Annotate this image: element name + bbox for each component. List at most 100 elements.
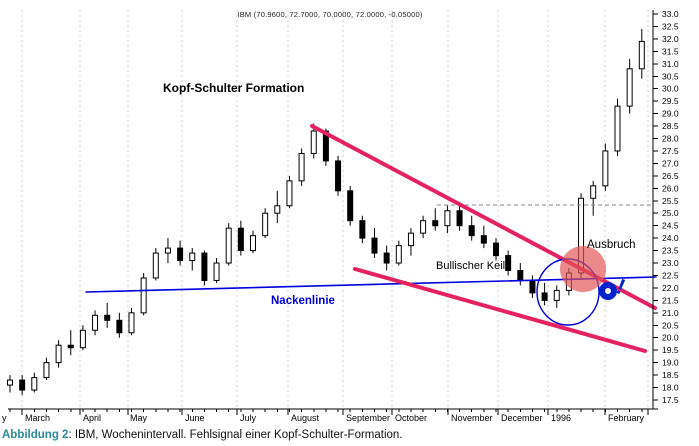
y-axis-label: 31.5 <box>662 46 679 56</box>
x-axis-label: December <box>501 413 543 423</box>
candle-body <box>347 190 354 222</box>
x-axis-label: February <box>608 413 645 423</box>
y-axis-label: 21.0 <box>662 308 679 318</box>
y-axis-label: 32.0 <box>662 34 679 44</box>
x-axis-label: August <box>291 413 320 423</box>
candle-body <box>250 235 256 252</box>
candle-body <box>213 262 220 281</box>
candle-body <box>456 210 463 227</box>
candle-body <box>43 362 50 379</box>
candle-body <box>152 252 159 279</box>
candle-body <box>444 210 451 227</box>
candle-body <box>517 270 524 281</box>
y-axis-label: 19.0 <box>662 358 679 368</box>
figure-caption: Abbildung 2: IBM, Wochenintervall. Fehls… <box>2 429 403 441</box>
y-axis-label: 33.0 <box>662 9 679 19</box>
candle-body <box>541 292 548 301</box>
candle-body <box>395 245 402 264</box>
candle-body <box>298 152 305 182</box>
candle-body <box>420 220 427 234</box>
x-axis-label: September <box>346 413 390 423</box>
candle-body <box>79 329 86 349</box>
candle-body <box>493 242 499 257</box>
y-axis-label: 26.0 <box>662 183 679 193</box>
caption-label: Abbildung 2 <box>2 429 69 441</box>
y-axis-label: 31.0 <box>662 59 679 69</box>
annotation-neckline: Nackenlinie <box>271 295 335 307</box>
y-axis-label: 29.0 <box>662 109 679 119</box>
y-axis-label: 20.5 <box>662 320 679 330</box>
y-axis-label: 24.0 <box>662 233 679 243</box>
neckline <box>85 276 657 293</box>
candle-body <box>407 232 414 247</box>
x-axis-label: June <box>185 413 205 423</box>
y-axis-label: 25.5 <box>662 196 679 206</box>
x-axis-label: 1996 <box>551 413 571 423</box>
y-axis-label: 25.0 <box>662 208 679 218</box>
y-axis-label: 22.0 <box>662 283 679 293</box>
candle-body <box>602 150 609 187</box>
signal-marker-ring <box>599 282 617 300</box>
y-axis-label: 18.0 <box>662 383 679 393</box>
candle-body <box>322 130 329 162</box>
candle-body <box>335 160 342 192</box>
candle-body <box>383 252 390 264</box>
y-axis-label: 18.5 <box>662 370 679 380</box>
y-axis-label: 24.5 <box>662 221 679 231</box>
candle-body <box>505 255 512 272</box>
candle-body <box>359 220 366 239</box>
annotation-bullish-wedge: Bullischer Keil <box>436 260 506 272</box>
candle-body <box>614 105 621 152</box>
y-axis-label: 29.5 <box>662 96 679 106</box>
candle-body <box>432 220 439 227</box>
y-axis-label: 30.5 <box>662 71 679 81</box>
x-axis-label: November <box>451 413 493 423</box>
candle-body <box>189 252 196 262</box>
annotation-breakout: Ausbruch <box>587 239 636 251</box>
candle-body <box>286 180 293 207</box>
candle-body <box>529 279 536 294</box>
candle-body <box>638 40 645 70</box>
x-axis-label: May <box>130 413 148 423</box>
candle-body <box>67 344 74 349</box>
x-axis-label: April <box>83 413 101 423</box>
y-axis-label: 23.0 <box>662 258 679 268</box>
candle-body <box>104 314 111 321</box>
caption-text: : IBM, Wochenintervall. Fehlsignal einer… <box>68 429 403 441</box>
candle-body <box>177 247 184 262</box>
x-axis-label: March <box>25 413 50 423</box>
y-axis-label: 22.5 <box>662 270 679 280</box>
candle-body <box>480 235 487 244</box>
y-axis-label: 20.0 <box>662 333 679 343</box>
y-axis-label: 21.5 <box>662 295 679 305</box>
candle-body <box>553 289 560 301</box>
y-axis-label: 19.5 <box>662 345 679 355</box>
candle-body <box>164 247 171 254</box>
candle-body <box>128 312 135 334</box>
y-axis-label: 28.0 <box>662 134 679 144</box>
breakout-highlight-disc <box>560 246 606 292</box>
chart-title: IBM (70.9600, 72.7000, 70.0000, 72.0000,… <box>237 10 423 19</box>
candle-body <box>19 379 26 391</box>
candle-body <box>310 130 317 154</box>
candle-body <box>237 227 244 252</box>
x-axis-label: July <box>240 413 257 423</box>
y-axis-label: 28.5 <box>662 121 679 131</box>
y-axis-label: 23.5 <box>662 246 679 256</box>
candle-body <box>201 252 208 281</box>
candle-body <box>274 205 281 214</box>
candle-body <box>371 237 378 254</box>
y-axis-label: 27.0 <box>662 158 679 168</box>
y-axis-label: 32.5 <box>662 21 679 31</box>
candle-body <box>31 377 38 391</box>
wedge-lower-trendline <box>353 267 647 353</box>
candle-body <box>626 68 633 107</box>
candle-body <box>262 212 269 237</box>
y-axis-label: 17.5 <box>662 395 679 405</box>
candle-body <box>116 319 123 334</box>
candle-body <box>140 277 147 314</box>
candle-body <box>590 185 597 199</box>
annotation-head-shoulders: Kopf-Schulter Formation <box>163 81 305 95</box>
x-axis-label: y <box>2 413 7 423</box>
